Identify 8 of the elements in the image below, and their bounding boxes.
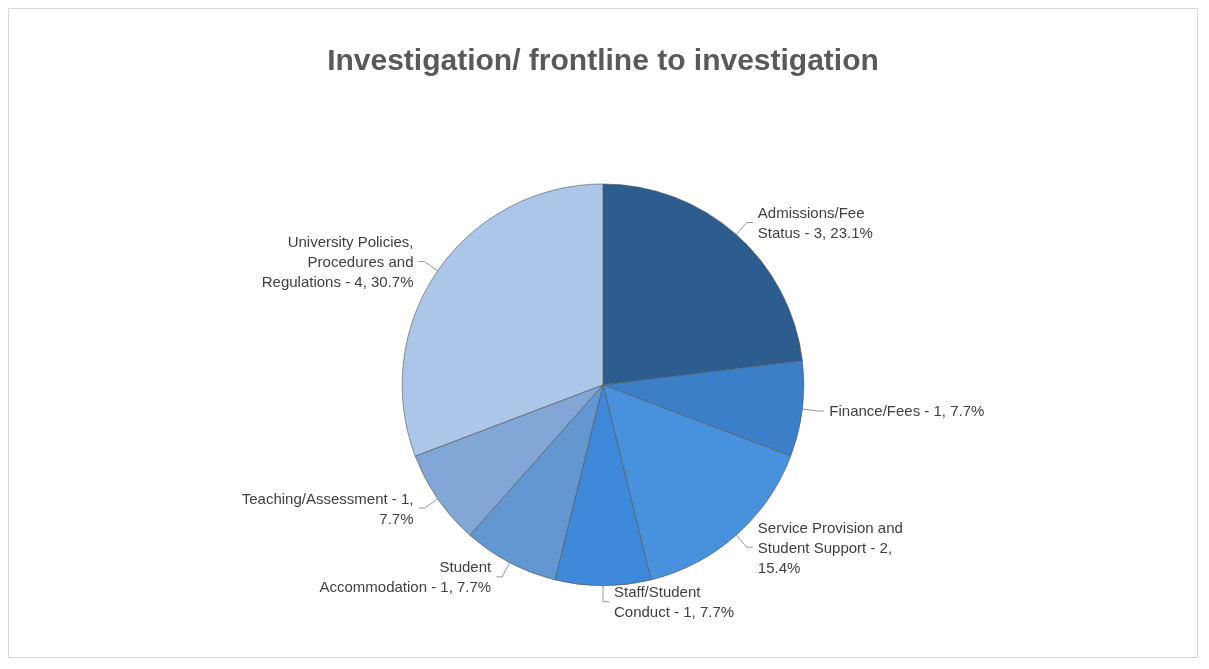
slice-label: Staff/Student Conduct - 1, 7.7% bbox=[614, 583, 735, 621]
slice-label: Student Accommodation - 1, 7.7% bbox=[319, 558, 493, 596]
slice-label: Finance/Fees - 1, 7.7% bbox=[829, 402, 985, 420]
slice-label: University Policies, Procedures and Regulations - 4, 30.7% bbox=[261, 233, 414, 291]
chart-title: Investigation/ frontline to investigation bbox=[327, 42, 879, 76]
slice-label: Service Provision and Student Support - 2, 15.4% bbox=[757, 518, 903, 576]
slice-label: Teaching/Assessment - 1, 7.7% bbox=[241, 489, 414, 527]
slice-label: Admissions/Fee Status - 3, 23.1% bbox=[757, 204, 873, 241]
